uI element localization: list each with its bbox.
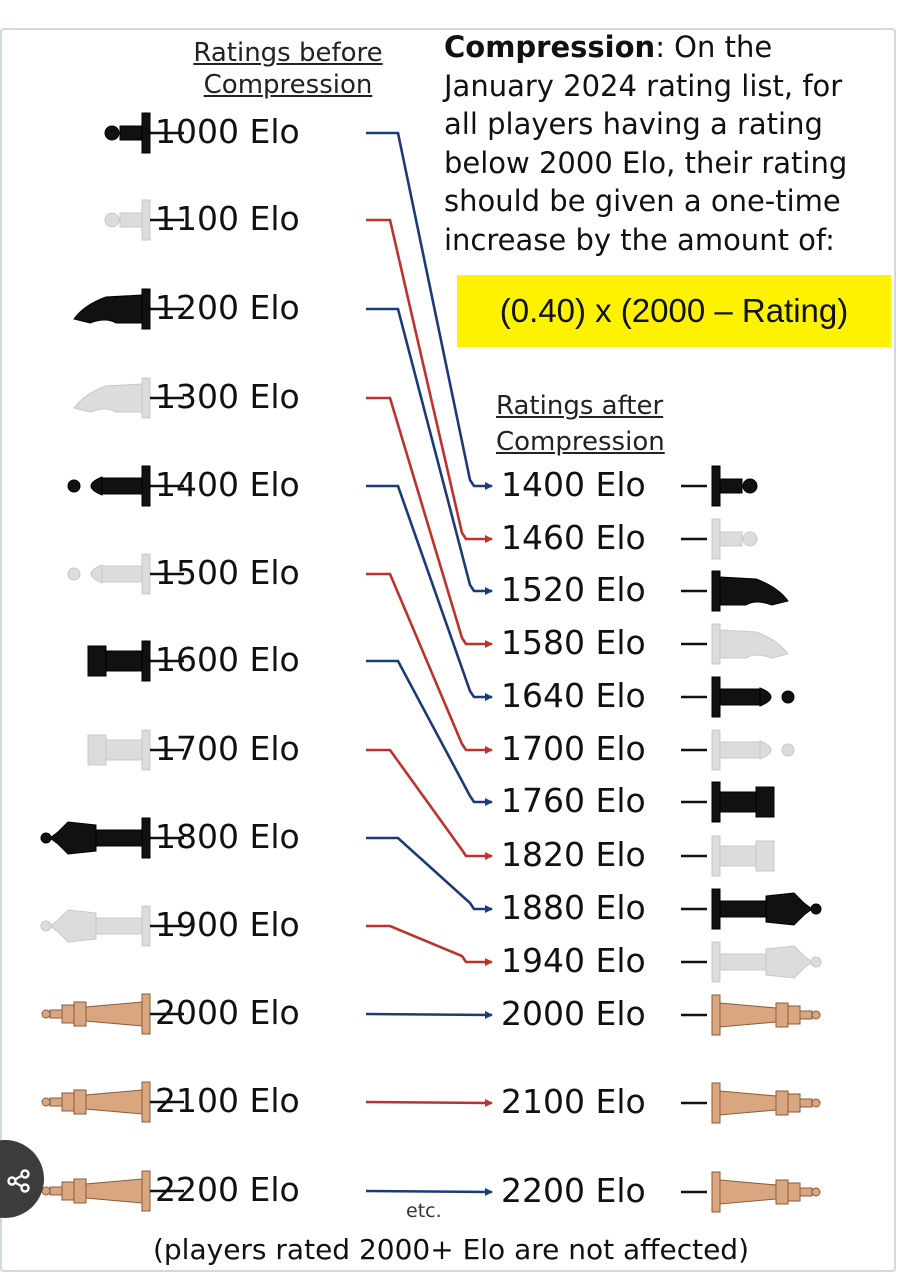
black-pawn-icon [104, 112, 151, 154]
before-rating-label: 1200 Elo [155, 288, 300, 327]
before-rating-label: 1800 Elo [155, 817, 300, 856]
before-rating-label: 2200 Elo [155, 1170, 300, 1209]
share-icon [7, 1169, 30, 1193]
before-rating-label: 1300 Elo [155, 377, 300, 416]
mapping-arrow [366, 484, 493, 701]
after-rating-label: 1820 Elo [501, 835, 646, 874]
before-rating-label: 1500 Elo [155, 553, 300, 592]
black-rook-icon [711, 781, 775, 823]
wood-king-icon [711, 1082, 821, 1124]
mapping-arrow [366, 924, 493, 966]
before-rating-label: 2000 Elo [155, 993, 300, 1032]
white-queen-icon [711, 941, 822, 983]
white-pawn-icon [711, 518, 758, 560]
before-rating-label: 1400 Elo [155, 465, 300, 504]
etc-note: etc. [406, 1200, 442, 1222]
white-rook-icon [87, 729, 151, 771]
compression-description: Compression: On the January 2024 rating … [444, 30, 848, 257]
formula-box: (0.40) x (2000 – Rating) [457, 275, 891, 347]
mapping-arrow [366, 748, 493, 860]
mapping-arrow [365, 1010, 493, 1019]
mapping-arrow [366, 131, 493, 490]
after-rating-label: 2200 Elo [501, 1171, 646, 1210]
black-rook-icon [87, 640, 151, 682]
before-rating-label: 2100 Elo [155, 1081, 300, 1120]
mapping-arrow [365, 1187, 493, 1196]
description-bold: Compression [444, 30, 656, 64]
wood-king-icon [711, 994, 821, 1036]
before-rating-label: 1700 Elo [155, 729, 300, 768]
after-rating-label: 1940 Elo [501, 941, 646, 980]
mapping-arrow [366, 218, 493, 543]
after-rating-label: 2000 Elo [501, 994, 646, 1033]
after-rating-label: 1700 Elo [501, 729, 646, 768]
wood-king-icon [41, 1170, 151, 1212]
header-before: Ratings before Compression [193, 38, 383, 100]
black-bishop-icon [711, 676, 795, 718]
after-rating-label: 1520 Elo [501, 570, 646, 609]
white-rook-icon [711, 835, 775, 877]
white-knight-icon [711, 623, 789, 665]
wood-king-icon [41, 1081, 151, 1123]
white-knight-icon [73, 377, 151, 419]
mapping-arrow [366, 836, 493, 913]
after-rating-label: 1760 Elo [501, 781, 646, 820]
mapping-arrow [366, 572, 493, 754]
wood-king-icon [711, 1171, 821, 1213]
black-knight-icon [711, 570, 789, 612]
after-rating-label: 1460 Elo [501, 518, 646, 557]
header-after: Ratings after Compression [496, 391, 665, 457]
after-rating-label: 2100 Elo [501, 1082, 646, 1121]
before-rating-label: 1100 Elo [155, 199, 300, 238]
black-knight-icon [73, 288, 151, 330]
wood-king-icon [41, 993, 151, 1035]
black-pawn-icon [711, 465, 758, 507]
white-queen-icon [40, 905, 151, 947]
after-rating-label: 1580 Elo [501, 623, 646, 662]
footer-note: (players rated 2000+ Elo are not affecte… [152, 1233, 749, 1266]
before-rating-label: 1600 Elo [155, 640, 300, 679]
black-queen-icon [40, 817, 151, 859]
white-bishop-icon [711, 729, 795, 771]
white-pawn-icon [104, 199, 151, 241]
mapping-arrow [366, 396, 493, 648]
before-rating-label: 1000 Elo [155, 112, 300, 151]
before-rating-label: 1900 Elo [155, 905, 300, 944]
black-queen-icon [711, 888, 822, 930]
white-bishop-icon [67, 553, 151, 595]
mapping-arrow [366, 659, 493, 806]
diagram-frame [0, 28, 896, 1272]
black-bishop-icon [67, 465, 151, 507]
after-rating-label: 1880 Elo [501, 888, 646, 927]
after-rating-label: 1640 Elo [501, 676, 646, 715]
after-rating-label: 1400 Elo [501, 465, 646, 504]
mapping-arrow [365, 1098, 493, 1107]
mapping-arrow [366, 307, 493, 595]
